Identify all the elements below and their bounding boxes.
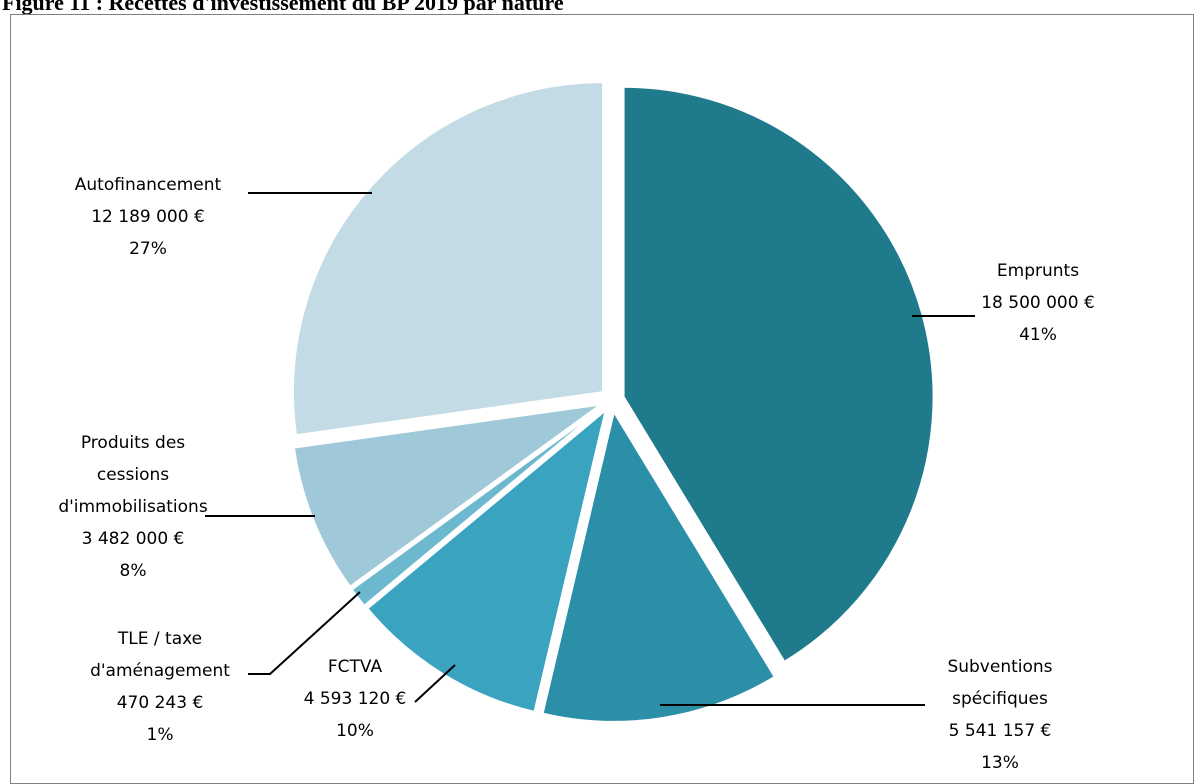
pie-slice (366, 407, 608, 714)
leader-line (248, 591, 361, 675)
slice-label: FCTVA 4 593 120 €10% (304, 657, 407, 741)
slice-label: Produits des cessions d'immobilisations 3 4… (58, 433, 208, 581)
pie-slice (541, 409, 777, 723)
pie-slice (350, 406, 604, 608)
leader-line (414, 664, 456, 703)
figure-caption: Figure 11 : Recettes d'investissement du… (2, 0, 564, 15)
slice-label: Autofinancement 12 189 000 €27% (75, 175, 222, 259)
pie-slice (622, 85, 935, 664)
slice-label: TLE / taxe d'aménagement 470 243 €1% (90, 629, 230, 745)
pie-slice (292, 403, 602, 589)
slice-label: Subventions spécifiques 5 541 157 €13% (947, 657, 1052, 773)
slice-label: Emprunts 18 500 000 €41% (981, 261, 1095, 345)
pie-slice (291, 81, 604, 437)
